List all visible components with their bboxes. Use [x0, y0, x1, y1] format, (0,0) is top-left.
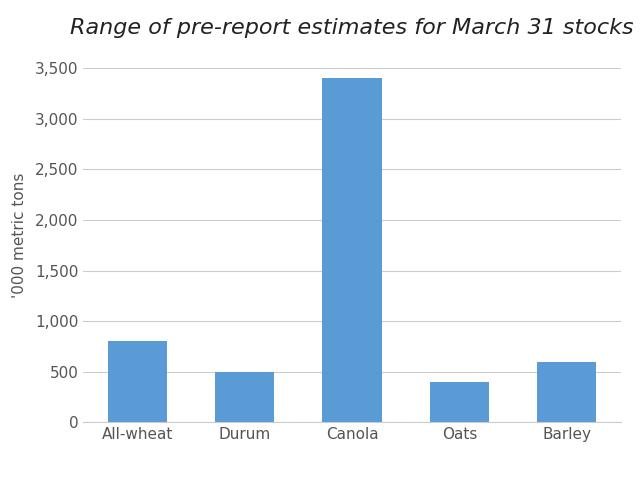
Bar: [430, 382, 489, 422]
Bar: [323, 78, 381, 422]
Bar: [215, 372, 274, 422]
Y-axis label: '000 metric tons: '000 metric tons: [12, 172, 26, 298]
Bar: [108, 341, 166, 422]
Title: Range of pre-report estimates for March 31 stocks: Range of pre-report estimates for March …: [70, 18, 634, 38]
Bar: [538, 362, 596, 422]
